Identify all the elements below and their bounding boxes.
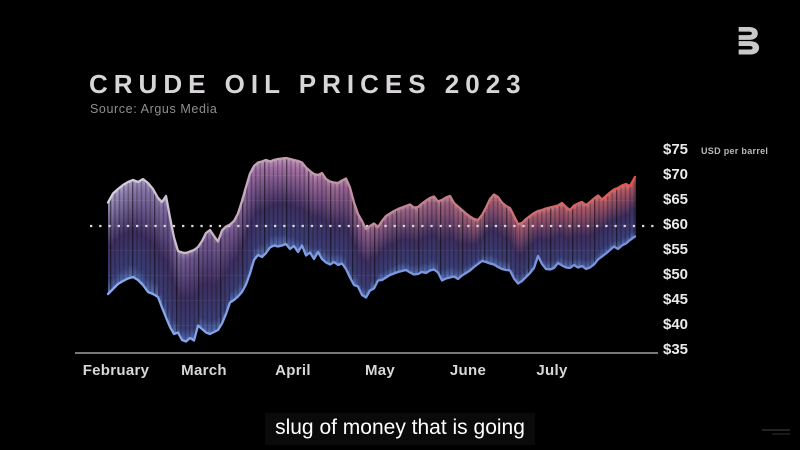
- upper-price-line: [106, 156, 637, 255]
- source-label: Source: Argus Media: [90, 102, 218, 116]
- x-tick-label: April: [275, 362, 311, 379]
- watermark: [760, 429, 790, 437]
- band-hgrid: [108, 158, 635, 342]
- bloomberg-originals-logo-icon: [738, 27, 760, 55]
- y-tick-label: $35: [663, 341, 689, 358]
- lower-price-line: [106, 235, 637, 343]
- y-tick-label: $55: [663, 241, 689, 258]
- unit-label: USD per barrel: [701, 146, 769, 156]
- x-tick-label: July: [536, 362, 568, 379]
- y-tick-label: $65: [663, 191, 689, 208]
- x-tick-label: February: [82, 362, 150, 379]
- x-tick-label: June: [449, 362, 487, 379]
- x-tick-label: May: [364, 362, 396, 379]
- y-tick-label: $50: [663, 266, 689, 283]
- page-title: CRUDE OIL PRICES 2023: [89, 69, 527, 99]
- y-tick-label: $40: [663, 316, 689, 333]
- y-tick-label: $60: [663, 216, 689, 233]
- subtitle-caption: slug of money that is going: [265, 413, 535, 446]
- y-tick-label: $70: [663, 166, 689, 183]
- price-lines: [75, 156, 658, 354]
- band-texture: [108, 158, 635, 342]
- y-tick-label: $75: [663, 141, 689, 158]
- x-tick-label: March: [181, 362, 227, 379]
- y-tick-label: $45: [663, 291, 689, 308]
- caption-text: slug of money that is going: [275, 416, 525, 439]
